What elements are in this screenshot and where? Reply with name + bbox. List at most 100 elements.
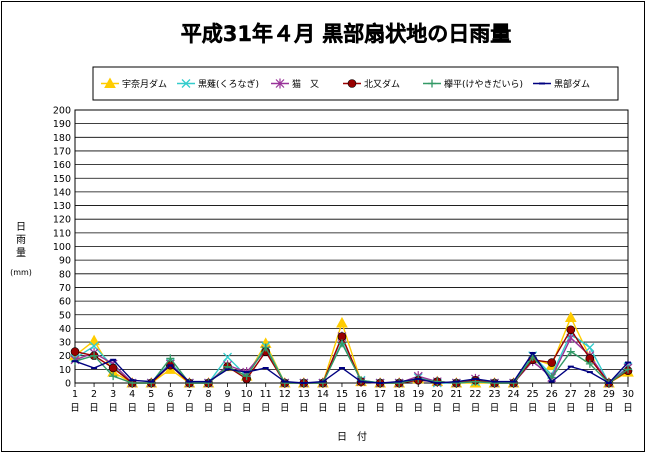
x-tick-suffix: 日 [547,403,557,414]
y-tick-label: 50 [59,310,71,321]
x-tick-suffix: 日 [318,403,328,414]
x-tick-suffix: 日 [242,403,252,414]
legend-item-3: 猫 又 [271,78,319,90]
y-tick-label: 60 [59,297,71,308]
x-tick-label: 6 [167,389,173,400]
legend-label: 宇奈月ダム [122,78,167,90]
x-tick-label: 13 [298,389,310,400]
series-5-point [109,372,118,381]
y-tick-label: 130 [53,201,71,212]
x-tick-label: 12 [279,389,291,400]
x-tick-label: 21 [450,389,462,400]
x-tick-suffix: 日 [394,403,404,414]
x-tick-label: 20 [431,389,443,400]
legend-label: 欅平(けやきだいら) [444,79,523,90]
series-6-line [74,351,629,384]
series-2-point [223,352,233,362]
x-tick-label: 5 [148,389,154,400]
x-tick-suffix: 日 [528,403,538,414]
series-4-point [70,347,80,356]
series-5-point [337,339,346,348]
series-4-point [547,358,557,367]
x-tick-label: 10 [241,389,253,400]
series-4-point [566,325,576,335]
y-tick-label: 110 [53,228,71,239]
x-tick-label: 9 [225,389,231,400]
series-1-point [564,311,577,322]
x-tick-suffix: 日 [452,403,462,414]
x-tick-label: 17 [374,389,386,400]
x-tick-label: 24 [508,389,520,400]
x-tick-suffix: 日 [299,403,309,414]
y-tick-label: 160 [53,160,71,171]
y-tick-label: 140 [53,187,71,198]
x-tick-label: 3 [110,389,116,400]
legend-swatch-point [104,77,116,88]
series-5-point [509,379,518,387]
series-1-point [88,334,100,346]
series-5-point [166,354,175,363]
y-axis: 0 10 20 30 40 50 60 70 80 90 100 110 120 130 140 150 160… [53,106,71,390]
x-tick-suffix: 日 [623,403,633,414]
series-5-point [185,379,194,387]
series-1-point [336,316,348,328]
series-5-point [395,379,404,387]
y-tick-label: 200 [53,106,71,117]
x-tick-label: 28 [584,389,596,400]
series-5-point [318,379,327,387]
x-tick-label: 15 [336,389,348,400]
x-tick-suffix: 日 [413,403,423,414]
legend-item-1: 宇奈月ダム [101,77,167,90]
legend-item-5: 欅平(けやきだいら) [423,79,523,90]
legend-label: 北又ダム [364,78,400,90]
legend-swatch-point [347,79,357,88]
series-2-point [585,343,595,352]
series-4-point [337,332,347,341]
series-5-point [90,351,99,360]
legend-label: 黒部ダム [554,78,590,90]
y-tick-label: 190 [53,119,71,130]
y-axis-label-char: 雨 [16,235,26,246]
x-tick-label: 18 [393,389,405,400]
series-4-point [108,363,118,373]
x-tick-suffix: 日 [185,403,195,414]
x-tick-label: 19 [412,389,424,400]
y-axis-label-char: 量 [16,247,26,259]
series-1-line [74,315,629,384]
x-tick-label: 8 [205,389,211,400]
x-tick-label: 2 [91,389,97,400]
x-tick-suffix: 日 [108,403,118,414]
legend-swatch-point [428,79,436,88]
x-tick-suffix: 日 [509,403,519,414]
x-tick-suffix: 日 [261,403,271,414]
legend-item-2: 黒薙(くろなぎ) [177,78,259,90]
x-tick-suffix: 日 [566,403,576,414]
plot-area [69,311,634,388]
x-tick-suffix: 日 [604,403,614,414]
x-tick-label: 4 [129,389,135,400]
gridlines [74,109,629,384]
y-tick-label: 20 [59,351,71,362]
x-tick-label: 16 [355,389,367,400]
x-tick-label: 1 [72,389,78,400]
x-axis: 1日2日3日4日5日6日7日8日9日10日11日12日13日14日15日16日1… [70,383,634,414]
x-tick-label: 30 [622,389,634,400]
x-tick-suffix: 日 [471,403,481,414]
x-tick-suffix: 日 [375,403,385,414]
legend-item-4: 北又ダム [343,78,400,90]
x-tick-label: 25 [527,389,539,400]
x-tick-label: 22 [469,389,481,400]
legend-swatch-point [181,79,191,88]
series-5-point [261,343,270,352]
x-tick-suffix: 日 [70,403,80,414]
y-tick-label: 120 [53,215,71,226]
y-tick-label: 90 [59,256,71,267]
y-tick-label: 0 [65,379,71,390]
series-5-point [490,379,499,387]
x-tick-label: 29 [603,389,615,400]
y-tick-label: 170 [53,146,71,157]
series-5-point [280,379,289,387]
y-axis-label-char: 日 [16,222,26,233]
y-tick-label: 70 [59,283,71,294]
